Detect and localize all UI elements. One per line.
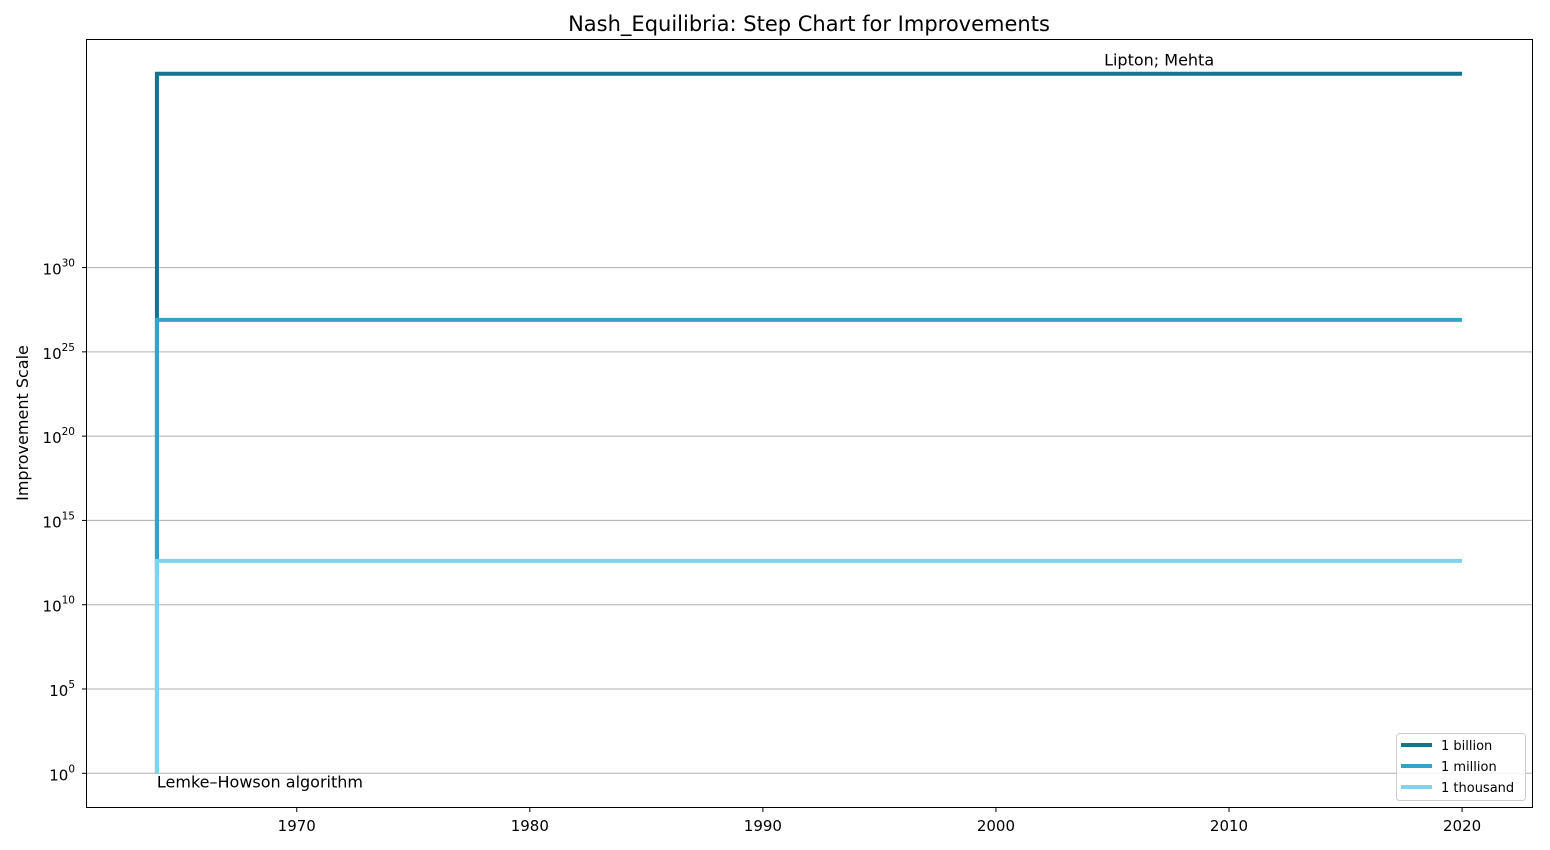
y-tick-label: 1030 <box>43 258 75 279</box>
y-tick-label: 1010 <box>43 595 75 616</box>
x-tick-label: 1970 <box>278 817 316 835</box>
y-tick-label: 1025 <box>43 342 75 363</box>
plot-frame <box>86 39 1533 808</box>
y-tick-label: 100 <box>49 763 75 784</box>
legend: 1 billion 1 million 1 thousand <box>1396 733 1526 801</box>
y-tick-label: 1015 <box>43 510 75 531</box>
x-tick-label: 2020 <box>1443 817 1481 835</box>
x-tick-label: 1980 <box>511 817 549 835</box>
legend-label: 1 thousand <box>1441 781 1514 796</box>
y-tick-label: 105 <box>49 679 75 700</box>
x-axis: 1970 1980 1990 2000 2010 2020 <box>278 807 1481 835</box>
x-tick-label: 1990 <box>744 817 782 835</box>
y-tick-label: 1020 <box>43 426 75 447</box>
legend-box <box>1396 733 1526 801</box>
legend-label: 1 billion <box>1441 739 1492 754</box>
annotation-layer: Lemke–Howson algorithm Lipton; Mehta <box>157 51 1214 792</box>
x-tick-label: 2010 <box>1210 817 1248 835</box>
annotation-lipton-mehta: Lipton; Mehta <box>1104 51 1214 70</box>
y-axis: 100 105 1010 1015 1020 1025 1030 <box>43 258 87 784</box>
legend-label: 1 million <box>1441 760 1497 775</box>
y-axis-title: Improvement Scale <box>13 345 32 501</box>
grid-layer <box>87 267 1532 774</box>
x-tick-label: 2000 <box>977 817 1015 835</box>
series-line-1-thousand <box>154 558 1463 774</box>
chart-title: Nash_Equilibria: Step Chart for Improvem… <box>568 12 1050 37</box>
annotation-lemke-howson: Lemke–Howson algorithm <box>157 772 363 791</box>
series-layer <box>154 71 1463 774</box>
